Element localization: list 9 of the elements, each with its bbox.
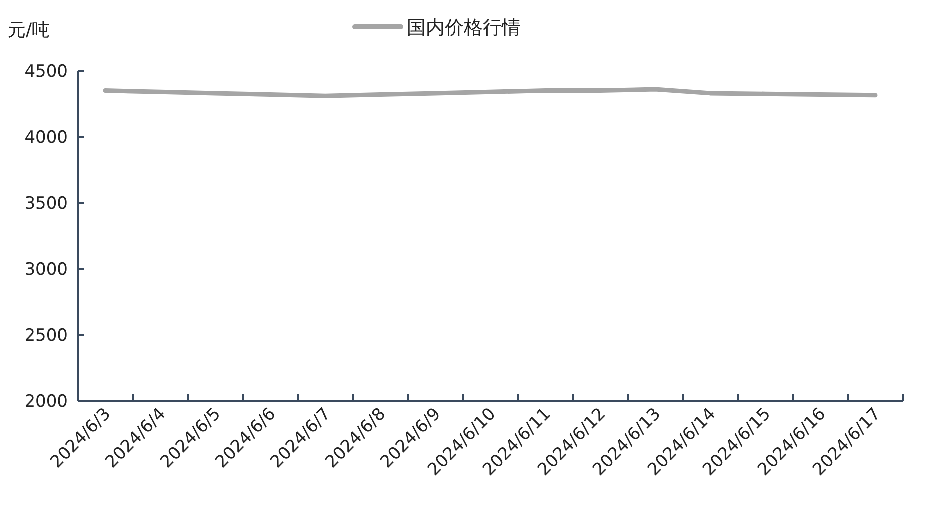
line-series: [103, 87, 878, 98]
y-tick-label: 2500: [24, 326, 68, 346]
y-tick-label: 4500: [24, 62, 68, 82]
y-tick-label: 3500: [24, 194, 68, 214]
y-tick-label: 4000: [24, 128, 68, 148]
y-tick-label: 2000: [24, 392, 68, 412]
y-axis-title: 元/吨: [8, 20, 50, 41]
legend-label: 国内价格行情: [407, 17, 521, 39]
y-tick-label: 3000: [24, 260, 68, 280]
